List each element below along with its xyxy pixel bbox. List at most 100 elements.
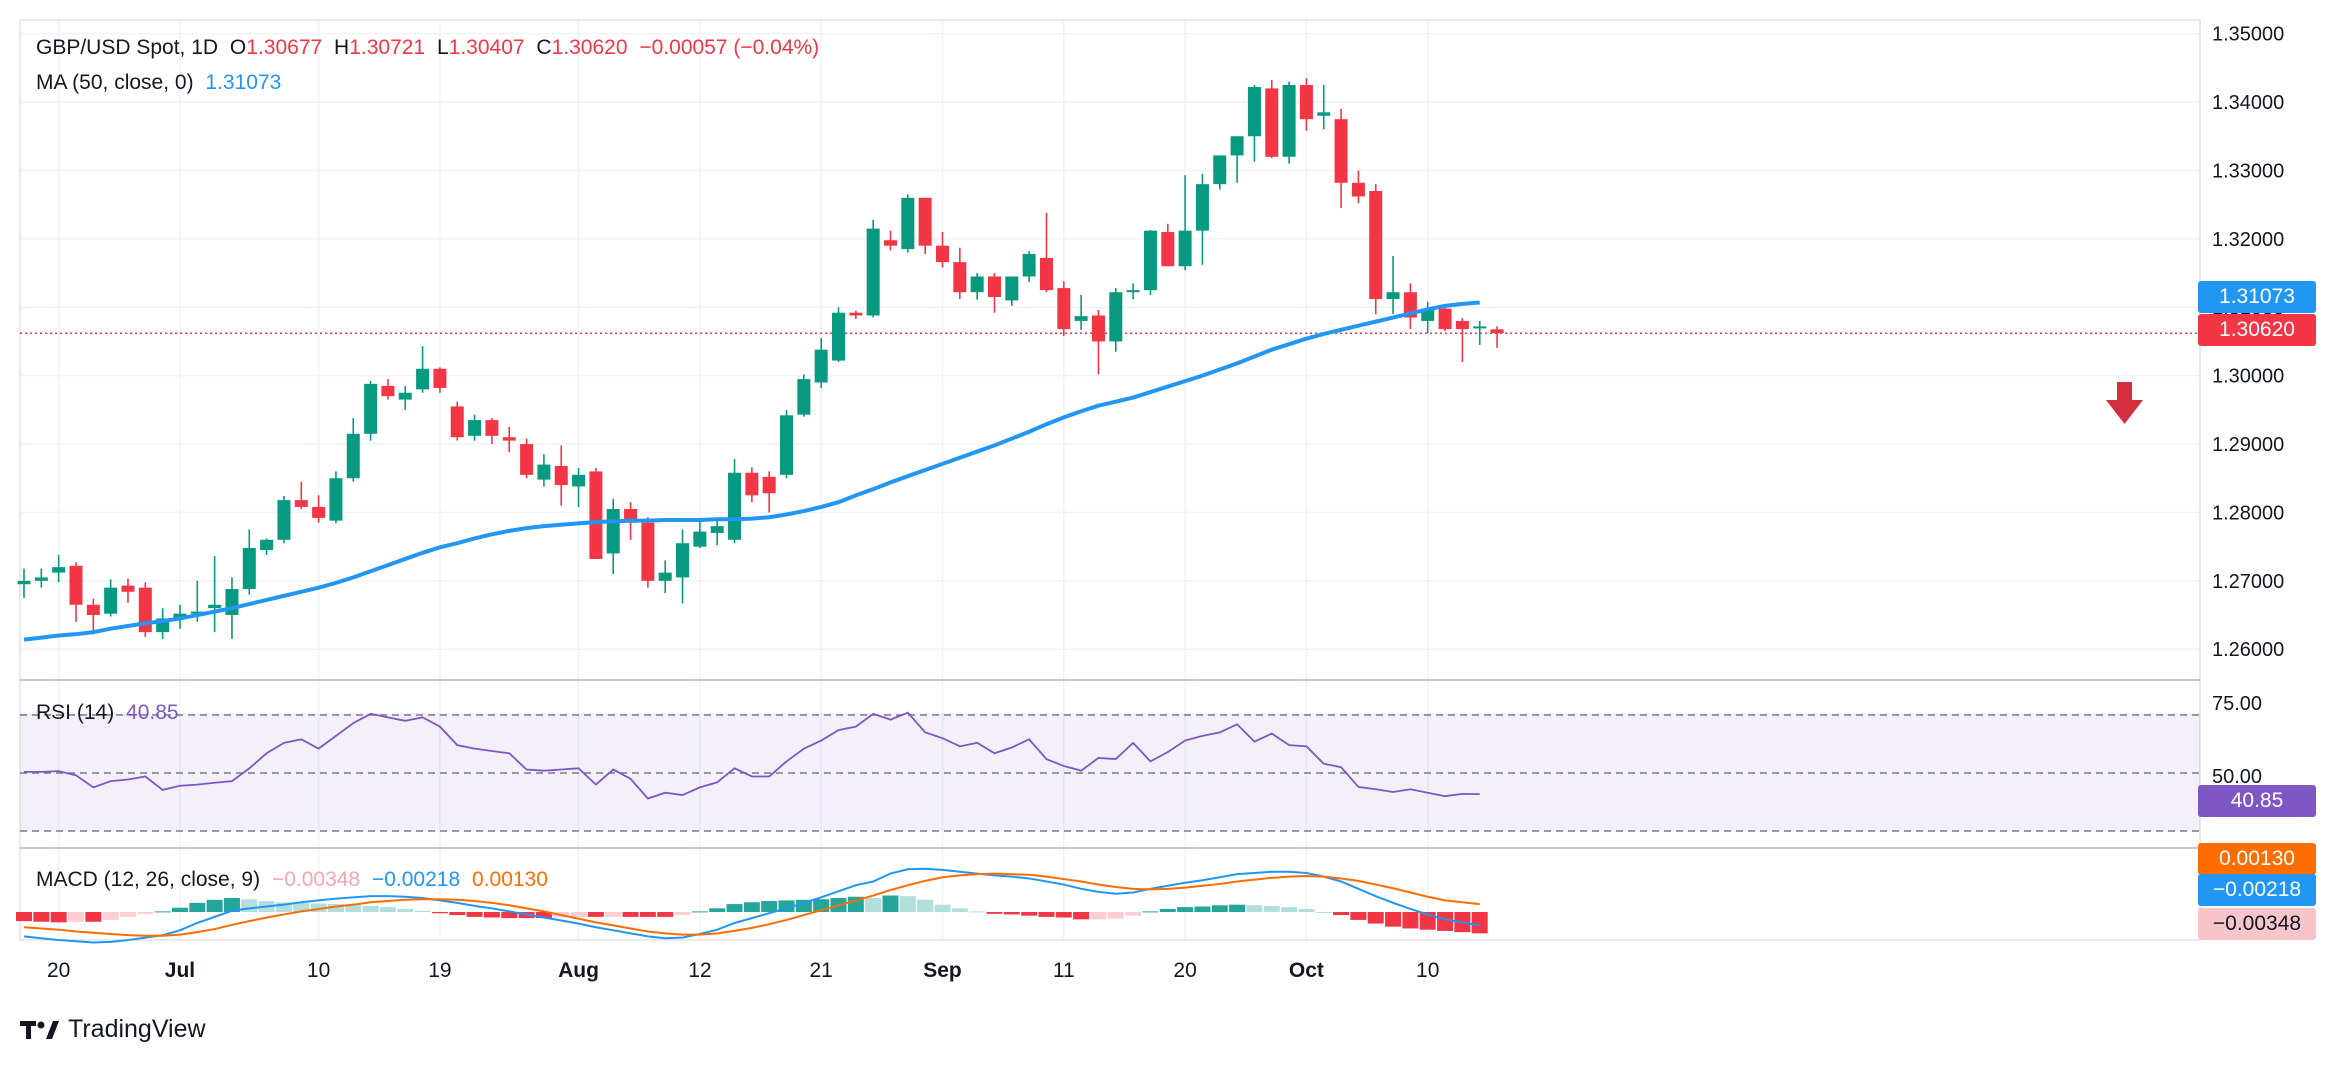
grid-lines bbox=[19, 19, 2201, 941]
macd-hist-bar bbox=[674, 912, 691, 916]
signal-line bbox=[23, 872, 1480, 937]
y-tick-label: 1.35000 bbox=[2212, 24, 2284, 46]
candle-body bbox=[1109, 292, 1123, 342]
y-tick-label: 1.29000 bbox=[2212, 434, 2284, 456]
x-tick-label: 20 bbox=[47, 959, 70, 982]
candle-body bbox=[502, 437, 516, 441]
y-tick-label: 1.34000 bbox=[2212, 92, 2284, 114]
macd-hist-bar bbox=[50, 912, 67, 923]
x-tick-label: 20 bbox=[1173, 959, 1196, 982]
macd-hist-bar bbox=[223, 897, 240, 912]
l-label: L bbox=[436, 36, 449, 59]
macd-hist-bar bbox=[449, 912, 466, 916]
macd-hist-bar bbox=[379, 907, 396, 912]
candle-body bbox=[1369, 190, 1383, 300]
hist-tag: −0.00348 bbox=[2198, 908, 2316, 940]
candle-body bbox=[1317, 112, 1331, 116]
macd-hist-bar bbox=[570, 912, 587, 917]
macd-hist-bar bbox=[1107, 912, 1124, 919]
candle-body bbox=[606, 509, 620, 554]
candle-body bbox=[173, 613, 187, 619]
candle-body bbox=[693, 531, 707, 547]
macd-hist-bar bbox=[275, 902, 292, 912]
ma50-line bbox=[23, 300, 1480, 642]
candle-body bbox=[832, 312, 846, 361]
macd-hist-bar bbox=[1471, 912, 1488, 934]
macd-hist-bar bbox=[171, 907, 188, 912]
candle-body bbox=[537, 464, 551, 480]
y-tick-label: 1.26000 bbox=[2212, 639, 2284, 661]
macd-hist-bar bbox=[865, 897, 882, 912]
x-tick-label: Oct bbox=[1289, 959, 1324, 982]
candle-body bbox=[987, 276, 1001, 297]
candle-body bbox=[589, 471, 603, 559]
candle-body bbox=[225, 589, 239, 616]
candle-body bbox=[433, 368, 447, 388]
last-price-tag: 1.30620 bbox=[2198, 314, 2316, 346]
candle-body bbox=[346, 433, 360, 479]
macd-hist-bar bbox=[969, 911, 986, 913]
ma-price-tag: 1.31073 bbox=[2198, 281, 2316, 313]
candle-body bbox=[1490, 329, 1504, 334]
candle-body bbox=[1057, 288, 1071, 330]
candle-body bbox=[260, 539, 274, 551]
macd-hist-bar bbox=[1177, 907, 1194, 912]
candle-body bbox=[104, 587, 118, 614]
candle-body bbox=[86, 604, 100, 616]
y-tick-label: 1.28000 bbox=[2212, 502, 2284, 524]
candle-body bbox=[1074, 316, 1088, 321]
y-tick-label: 1.33000 bbox=[2212, 160, 2284, 182]
candle-body bbox=[970, 276, 984, 293]
candle-body bbox=[121, 585, 135, 592]
macd-hist-bar bbox=[657, 912, 674, 917]
candle-body bbox=[1213, 155, 1227, 185]
macd-label: MACD (12, 26, close, 9) bbox=[36, 868, 261, 891]
rsi-value: 40.85 bbox=[126, 701, 179, 724]
macd-hist-bar bbox=[1073, 912, 1090, 920]
ma-label: MA (50, close, 0) bbox=[36, 71, 194, 94]
x-tick-label: 10 bbox=[1416, 959, 1439, 982]
candle-body bbox=[884, 240, 897, 246]
candle-body bbox=[398, 392, 412, 400]
macd-tag: −0.00218 bbox=[2198, 874, 2316, 906]
close-value: 1.30620 bbox=[551, 36, 628, 59]
macd-hist-bar bbox=[1298, 908, 1315, 912]
high-value: 1.30721 bbox=[349, 36, 426, 59]
macd-hist-bar bbox=[951, 908, 968, 912]
candle-body bbox=[1230, 136, 1244, 156]
macd-hist-bar bbox=[899, 896, 916, 912]
candle-body bbox=[277, 500, 291, 540]
macd-hist-bar bbox=[1281, 907, 1298, 912]
candle-body bbox=[381, 385, 395, 397]
tradingview-logo[interactable]: TradingView bbox=[20, 1015, 206, 1044]
y-tick-label: 1.30000 bbox=[2212, 366, 2284, 388]
candle-body bbox=[52, 567, 66, 573]
low-value: 1.30407 bbox=[448, 36, 525, 59]
candle-body bbox=[34, 577, 48, 581]
candle-body bbox=[641, 522, 655, 581]
macd-hist-bar bbox=[1263, 905, 1280, 912]
macd-hist-bar bbox=[1437, 912, 1454, 931]
macd-hist-bar bbox=[362, 905, 379, 912]
candle-body bbox=[450, 406, 464, 438]
macd-hist-bar bbox=[33, 912, 50, 922]
o-label: O bbox=[229, 36, 247, 59]
candle-body bbox=[554, 465, 568, 486]
macd-hist-bar bbox=[691, 911, 708, 913]
macd-hist-bar bbox=[345, 904, 362, 912]
x-tick-label: Sep bbox=[923, 959, 962, 982]
macd-hist-bar bbox=[501, 912, 518, 919]
candle-body bbox=[208, 604, 222, 609]
macd-hist-bar bbox=[1402, 912, 1419, 929]
macd-hist-bar bbox=[431, 912, 448, 914]
rsi-levels bbox=[20, 714, 2200, 832]
macd-hist-bar bbox=[986, 912, 1003, 914]
candle-body bbox=[1438, 308, 1452, 330]
candle-body bbox=[416, 368, 430, 390]
candle-body bbox=[1091, 315, 1105, 342]
c-label: C bbox=[536, 36, 552, 59]
rsi-band bbox=[20, 713, 2200, 831]
change-value: −0.00057 (−0.04%) bbox=[639, 36, 820, 59]
rsi-tag: 40.85 bbox=[2198, 785, 2316, 817]
